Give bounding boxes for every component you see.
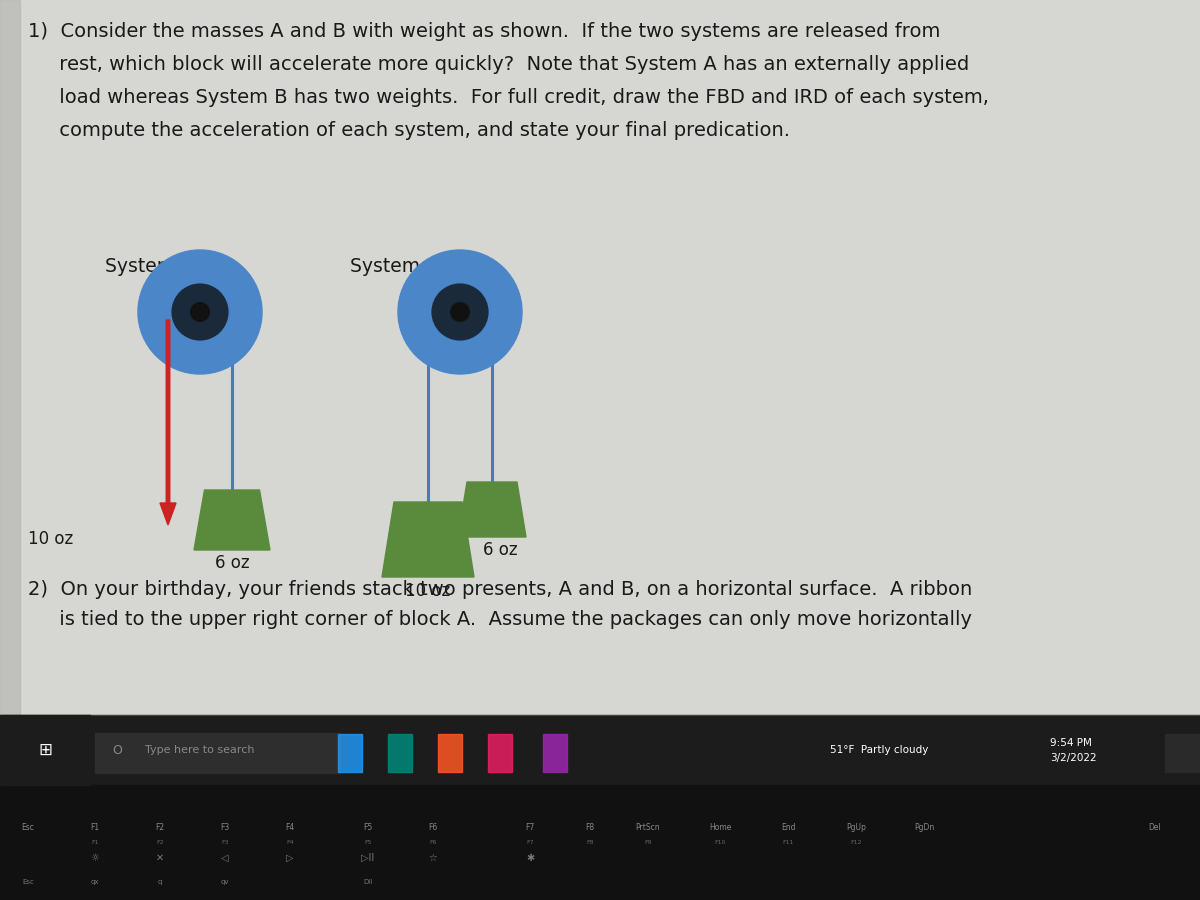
- Bar: [0, 0, 20, 715]
- Bar: [488, 734, 512, 772]
- Circle shape: [172, 284, 228, 340]
- Circle shape: [451, 302, 469, 321]
- Text: F9: F9: [644, 840, 652, 844]
- Bar: [0, 715, 90, 785]
- Text: ▷II: ▷II: [361, 853, 374, 863]
- Circle shape: [432, 284, 488, 340]
- Text: F7: F7: [526, 840, 534, 844]
- Text: F5: F5: [365, 840, 372, 844]
- Bar: [388, 734, 412, 772]
- Text: Home: Home: [709, 824, 731, 832]
- Circle shape: [191, 302, 209, 321]
- Text: load whereas System B has two weights.  For full credit, draw the FBD and IRD of: load whereas System B has two weights. F…: [28, 88, 989, 107]
- Bar: [0, 715, 1200, 785]
- Text: F2: F2: [156, 824, 164, 832]
- Bar: [0, 785, 1200, 900]
- Text: F7: F7: [526, 824, 535, 832]
- Text: ☆: ☆: [428, 853, 437, 863]
- Text: F4: F4: [286, 840, 294, 844]
- Text: F6: F6: [430, 840, 437, 844]
- Text: F3: F3: [221, 824, 229, 832]
- Text: F10: F10: [714, 840, 726, 844]
- Bar: [0, 0, 1200, 715]
- Text: F5: F5: [364, 824, 373, 832]
- FancyArrow shape: [160, 320, 176, 525]
- Text: F2: F2: [156, 840, 164, 844]
- Text: ⊞: ⊞: [38, 741, 52, 759]
- Text: DII: DII: [364, 879, 373, 885]
- Text: 51°F  Partly cloudy: 51°F Partly cloudy: [830, 745, 929, 755]
- Bar: [438, 734, 462, 772]
- Text: Esc: Esc: [22, 879, 34, 885]
- Bar: [95, 733, 340, 773]
- Text: compute the acceleration of each system, and state your final predication.: compute the acceleration of each system,…: [28, 121, 790, 140]
- Bar: [338, 734, 362, 772]
- Text: O: O: [112, 743, 122, 757]
- Text: qv: qv: [221, 879, 229, 885]
- Text: F3: F3: [221, 840, 229, 844]
- Text: ◁: ◁: [221, 853, 229, 863]
- Text: q: q: [158, 879, 162, 885]
- Text: ✱: ✱: [526, 853, 534, 863]
- Text: 9:54 PM: 9:54 PM: [1050, 738, 1092, 748]
- Bar: [542, 734, 568, 772]
- Text: F1: F1: [91, 840, 98, 844]
- Text: ▷: ▷: [287, 853, 294, 863]
- Text: 2)  On your birthday, your friends stack two presents, A and B, on a horizontal : 2) On your birthday, your friends stack …: [28, 580, 972, 599]
- Text: Esc: Esc: [22, 824, 35, 832]
- Text: ✕: ✕: [156, 853, 164, 863]
- Text: 10 oz: 10 oz: [406, 582, 451, 600]
- Text: System B: System B: [350, 257, 439, 276]
- Text: F11: F11: [782, 840, 793, 844]
- Text: Del: Del: [1148, 824, 1162, 832]
- Text: System A: System A: [106, 257, 194, 276]
- Text: 3/2/2022: 3/2/2022: [1050, 753, 1097, 763]
- Polygon shape: [458, 482, 526, 537]
- Text: qx: qx: [91, 879, 100, 885]
- Text: 6 oz: 6 oz: [482, 541, 517, 559]
- Circle shape: [398, 250, 522, 374]
- Text: F4: F4: [286, 824, 295, 832]
- Text: F8: F8: [586, 824, 594, 832]
- Bar: [1165, 734, 1200, 772]
- Text: F8: F8: [587, 840, 594, 844]
- Text: Type here to search: Type here to search: [145, 745, 254, 755]
- Text: 6 oz: 6 oz: [215, 554, 250, 572]
- Text: PrtScn: PrtScn: [636, 824, 660, 832]
- Circle shape: [138, 250, 262, 374]
- Text: ☼: ☼: [91, 853, 100, 863]
- Polygon shape: [382, 502, 474, 577]
- Text: 10 oz: 10 oz: [28, 530, 73, 548]
- Polygon shape: [194, 490, 270, 550]
- Text: PgDn: PgDn: [914, 824, 934, 832]
- Text: rest, which block will accelerate more quickly?  Note that System A has an exter: rest, which block will accelerate more q…: [28, 55, 970, 74]
- Text: 1)  Consider the masses A and B with weight as shown.  If the two systems are re: 1) Consider the masses A and B with weig…: [28, 22, 941, 41]
- Text: F12: F12: [851, 840, 862, 844]
- Text: PgUp: PgUp: [846, 824, 866, 832]
- Text: F1: F1: [90, 824, 100, 832]
- Text: is tied to the upper right corner of block A.  Assume the packages can only move: is tied to the upper right corner of blo…: [28, 610, 972, 629]
- Text: F6: F6: [428, 824, 438, 832]
- Text: End: End: [781, 824, 796, 832]
